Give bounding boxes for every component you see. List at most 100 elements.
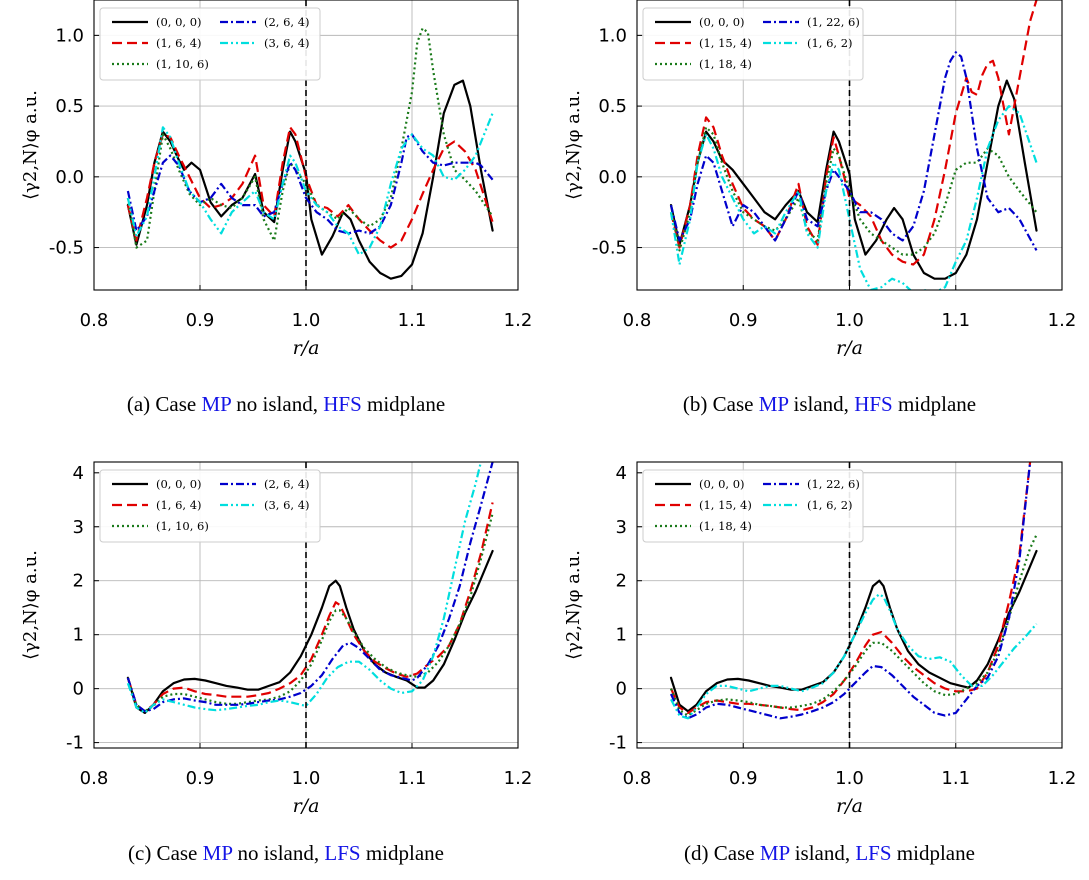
caption-text: no island,: [231, 392, 323, 416]
legend-label: (0, 0, 0): [699, 477, 745, 491]
caption-text: no island,: [232, 841, 324, 865]
caption-text: (b) Case: [683, 392, 759, 416]
caption-highlight: LFS: [324, 841, 360, 865]
legend-label: (0, 0, 0): [699, 15, 745, 29]
caption-text: island,: [788, 392, 854, 416]
axes-frame: [636, 0, 1063, 291]
y-tick-label: 2: [616, 571, 627, 592]
y-tick-label: 0.5: [598, 96, 627, 117]
caption-highlight: MP: [201, 392, 231, 416]
y-tick-label: 4: [73, 463, 84, 484]
legend-label: (2, 6, 4): [264, 477, 310, 491]
legend-label: (3, 6, 4): [264, 36, 310, 50]
legend-label: (1, 18, 4): [699, 57, 752, 71]
axes-frame: [636, 461, 1063, 749]
x-tick-label: 1.0: [835, 768, 864, 789]
y-tick-label: -1: [66, 733, 84, 754]
x-tick-label: 0.8: [80, 768, 109, 789]
series-line: [670, 593, 1038, 720]
legend-label: (0, 0, 0): [156, 15, 202, 29]
legend: (0, 0, 0) (1, 6, 4) (1, 10, 6) (2, 6, 4) (3,…: [99, 7, 321, 81]
legend-box: [99, 469, 321, 543]
y-tick-label: 0.5: [55, 96, 84, 117]
x-tick-label: 1.1: [941, 310, 970, 331]
y-tick-label: 3: [616, 517, 627, 538]
chart-panel-b: 0.8 0.9 1.0 1.1 1.2 -0.5 0.0 0.5 1.0 (0, 0, 0) (1,…: [563, 0, 1076, 416]
y-axis-label: ⟨γ2,N⟩φ a.u.: [20, 90, 41, 200]
y-axis-label: ⟨γ2,N⟩φ a.u.: [20, 550, 41, 660]
y-tick-label: 1.0: [598, 25, 627, 46]
legend-label: (1, 22, 6): [807, 477, 860, 491]
caption-text: midplane: [361, 841, 444, 865]
series-line: [669, 104, 1038, 290]
series-line: [126, 502, 494, 713]
caption-highlight: MP: [203, 841, 233, 865]
x-tick-label: 0.9: [729, 768, 758, 789]
caption-text: midplane: [892, 841, 975, 865]
x-tick-label: 0.8: [80, 310, 109, 331]
x-tick-label: 1.2: [504, 310, 533, 331]
legend-box: [642, 7, 864, 81]
legend-label: (1, 22, 6): [807, 15, 860, 29]
y-tick-label: 1: [73, 625, 84, 646]
legend-label: (1, 18, 4): [699, 519, 752, 533]
series-line: [669, 534, 1038, 717]
x-axis-label: r/a: [836, 337, 863, 359]
legend: (0, 0, 0) (1, 6, 4) (1, 10, 6) (2, 6, 4) (3,…: [99, 469, 321, 543]
legend-label: (1, 6, 4): [156, 498, 202, 512]
x-tick-label: 1.0: [835, 310, 864, 331]
x-tick-label: 1.2: [1048, 310, 1077, 331]
caption-text: midplane: [893, 392, 976, 416]
x-tick-label: 1.2: [504, 768, 533, 789]
y-tick-label: 0: [73, 679, 84, 700]
y-tick-label: 3: [73, 517, 84, 538]
caption-text: midplane: [362, 392, 445, 416]
y-tick-label: -0.5: [49, 238, 84, 259]
legend-label: (1, 6, 2): [807, 498, 853, 512]
chart-panel-d: 0.8 0.9 1.0 1.1 1.2 -1 0 1 2 3 4 (0, 0, 0) (1, 15, 4…: [563, 461, 1077, 865]
y-tick-label: 4: [616, 463, 627, 484]
axes-frame: [93, 0, 519, 291]
legend-label: (1, 15, 4): [699, 498, 752, 512]
caption-highlight: HFS: [854, 392, 893, 416]
caption-text: island,: [789, 841, 855, 865]
series-line: [126, 112, 494, 256]
x-axis-label: r/a: [293, 795, 320, 817]
series-line: [669, 462, 1032, 720]
x-tick-label: 0.8: [623, 310, 652, 331]
chart-panel-c: 0.8 0.9 1.0 1.1 1.2 -1 0 1 2 3 4 (0, 0, 0) (1, 6, 4)…: [20, 461, 533, 865]
series-group: [126, 27, 494, 280]
panel-caption: (a) Case MP no island, HFS midplane: [127, 392, 445, 416]
chart-panel-a: 0.8 0.9 1.0 1.1 1.2 -0.5 0.0 0.5 1.0 (0, 0, 0) (1,…: [20, 0, 532, 416]
caption-highlight: MP: [759, 392, 789, 416]
x-tick-label: 1.2: [1048, 768, 1077, 789]
series-line: [126, 462, 494, 713]
x-tick-label: 0.9: [186, 768, 215, 789]
series-line: [126, 27, 494, 249]
y-tick-label: -0.5: [592, 238, 627, 259]
x-tick-label: 0.9: [186, 310, 215, 331]
y-tick-label: 0.0: [55, 167, 84, 188]
series-line: [126, 126, 494, 249]
legend-label: (1, 15, 4): [699, 36, 752, 50]
x-tick-label: 1.0: [292, 768, 321, 789]
x-tick-label: 0.8: [623, 768, 652, 789]
panel-caption: (b) Case MP island, HFS midplane: [683, 392, 976, 416]
y-tick-label: 1: [616, 625, 627, 646]
y-tick-label: -1: [609, 733, 627, 754]
caption-text: (a) Case: [127, 392, 202, 416]
panel-caption: (d) Case MP island, LFS midplane: [684, 841, 975, 865]
caption-text: (c) Case: [128, 841, 203, 865]
x-tick-label: 0.9: [729, 310, 758, 331]
series-line: [126, 133, 494, 235]
legend-label: (2, 6, 4): [264, 15, 310, 29]
series-line: [126, 549, 494, 715]
legend-label: (1, 6, 2): [807, 36, 853, 50]
x-tick-label: 1.1: [398, 310, 427, 331]
x-tick-label: 1.1: [941, 768, 970, 789]
axes-frame: [93, 461, 519, 749]
series-line: [669, 51, 1038, 251]
caption-highlight: LFS: [855, 841, 891, 865]
y-tick-label: 2: [73, 571, 84, 592]
